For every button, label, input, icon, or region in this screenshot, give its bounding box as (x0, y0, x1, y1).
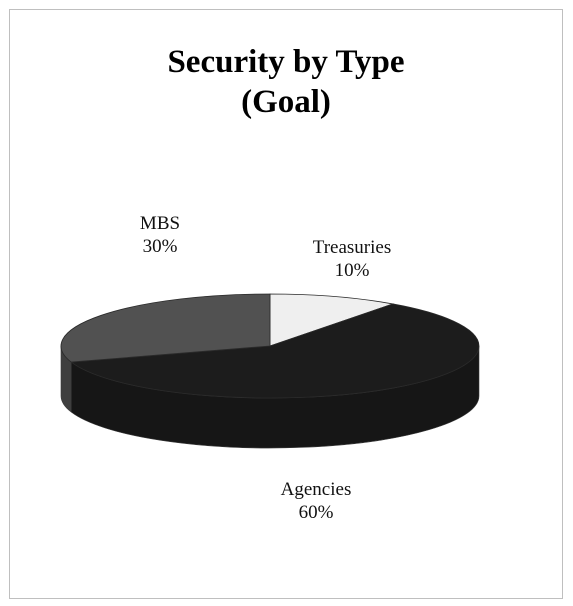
slice-label-agencies: Agencies 60% (256, 478, 376, 524)
slice-label-mbs-value: 30% (142, 236, 178, 257)
slice-label-treasuries-name: Treasuries (312, 237, 392, 258)
slice-label-mbs-name: MBS (139, 213, 181, 234)
pie-slice-treasuries (269, 293, 395, 347)
pie-slice-mbs (60, 293, 271, 363)
slice-label-mbs: MBS 30% (100, 212, 220, 258)
slice-label-treasuries: Treasuries 10% (292, 236, 412, 282)
slice-label-agencies-name: Agencies (280, 479, 352, 500)
chart-title-line-1: Security by Type (167, 44, 405, 80)
slice-label-treasuries-value: 10% (334, 260, 370, 281)
pie-top-group (60, 293, 480, 399)
pie-slice-agencies (70, 303, 480, 399)
chart-title-line-2: (Goal) (241, 84, 331, 120)
chart-title: Security by Type (Goal) (9, 42, 563, 122)
slice-label-agencies-value: 60% (298, 502, 334, 523)
